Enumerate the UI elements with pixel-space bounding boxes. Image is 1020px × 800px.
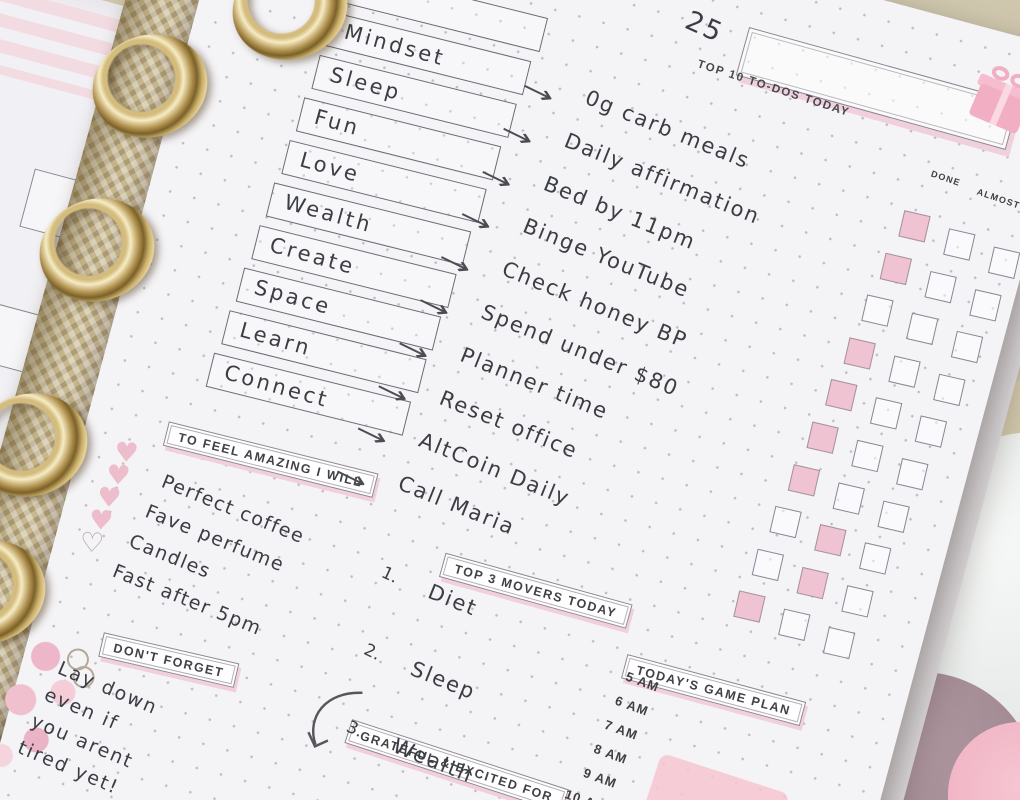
status-checkbox-almost	[832, 482, 866, 515]
category-label: Wealth	[281, 189, 376, 238]
category-label: Space	[251, 275, 335, 320]
pink-washi-swatch	[643, 752, 791, 800]
status-checkbox-tomorrow	[877, 500, 911, 533]
category-label: Create	[266, 232, 358, 280]
status-checkbox-done	[861, 294, 894, 328]
status-checkbox-almost	[906, 312, 939, 346]
category-label: Connect	[221, 360, 332, 413]
status-checkbox-done	[788, 463, 821, 497]
category-label: Learn	[236, 317, 315, 361]
status-column-header: DONE	[929, 168, 963, 189]
mover-item: Wealth	[389, 733, 478, 788]
date-handwriting: 25	[680, 5, 729, 50]
status-checkbox-tomorrow	[987, 246, 1020, 279]
status-checkbox-almost	[887, 355, 921, 388]
category-label: Love	[296, 147, 363, 187]
status-checkbox-done	[824, 379, 858, 412]
status-checkbox-tomorrow	[969, 288, 1002, 322]
dont-forget-header: DON'T FORGET	[98, 632, 240, 688]
category-label: Fun	[311, 104, 364, 141]
status-checkbox-tomorrow	[932, 373, 966, 406]
category-label: Sleep	[326, 62, 404, 106]
mover-number: 1.	[378, 562, 402, 588]
status-checkbox-almost	[796, 566, 829, 600]
status-checkbox-almost	[924, 270, 958, 303]
status-checkbox-done	[732, 590, 766, 624]
status-checkbox-tomorrow	[840, 584, 874, 618]
mover-number: 2.	[360, 639, 384, 665]
status-checkbox-done	[751, 548, 784, 581]
status-checkbox-tomorrow	[859, 542, 892, 575]
category-label: Mindset	[341, 19, 449, 71]
status-checkbox-done	[843, 336, 876, 370]
status-checkbox-almost	[814, 524, 847, 557]
status-checkbox-done	[879, 252, 913, 285]
status-checkbox-almost	[869, 397, 902, 430]
status-checkbox-almost	[851, 439, 884, 473]
status-checkbox-done	[769, 506, 803, 539]
status-checkbox-done	[806, 421, 839, 454]
status-checkbox-tomorrow	[896, 457, 929, 491]
status-checkbox-tomorrow	[822, 627, 855, 660]
status-checkbox-tomorrow	[914, 415, 947, 449]
heart-icon: ♡	[79, 527, 105, 560]
status-checkbox-done	[898, 210, 931, 243]
status-checkbox-almost	[777, 608, 811, 642]
mover-item: Sleep	[407, 656, 480, 705]
status-column-header: ALMOST	[975, 186, 1020, 211]
curved-arrow-doodle	[307, 691, 363, 748]
status-checkbox-tomorrow	[951, 331, 984, 364]
status-checkbox-almost	[943, 228, 976, 261]
